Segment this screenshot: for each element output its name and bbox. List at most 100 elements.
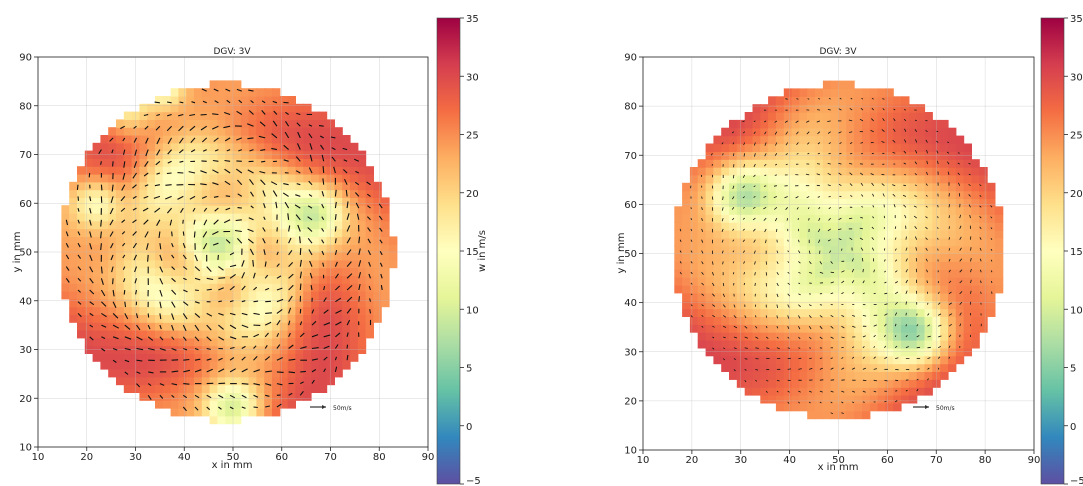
field-cell bbox=[916, 355, 926, 365]
velocity-arrow bbox=[247, 169, 254, 174]
velocity-arrow bbox=[295, 214, 301, 221]
field-cell bbox=[326, 166, 335, 175]
field-cell bbox=[924, 143, 933, 152]
field-cell bbox=[924, 269, 933, 278]
field-cell bbox=[240, 127, 250, 136]
velocity-arrow bbox=[202, 231, 208, 238]
field-cell bbox=[287, 135, 296, 144]
field-cell bbox=[815, 395, 824, 404]
velocity-arrow bbox=[817, 109, 820, 111]
field-cell bbox=[838, 174, 847, 184]
field-cell bbox=[170, 228, 179, 237]
field-cell bbox=[791, 387, 800, 396]
field-cell bbox=[877, 104, 886, 113]
field-cell bbox=[381, 244, 390, 253]
field-cell bbox=[838, 277, 847, 286]
velocity-arrow bbox=[101, 348, 106, 352]
velocity-arrow bbox=[936, 130, 939, 133]
field-cell bbox=[885, 214, 894, 223]
velocity-arrow bbox=[894, 312, 898, 316]
velocity-arrow bbox=[200, 183, 207, 186]
field-cell bbox=[924, 206, 933, 215]
field-cell bbox=[948, 206, 957, 215]
velocity-arrow bbox=[358, 296, 361, 302]
field-cell bbox=[225, 306, 234, 315]
field-cell bbox=[807, 402, 816, 412]
field-cell bbox=[194, 291, 203, 300]
field-cell bbox=[233, 189, 242, 198]
field-cell bbox=[264, 283, 273, 292]
velocity-arrow bbox=[159, 394, 164, 399]
field-cell bbox=[775, 182, 785, 192]
field-cell bbox=[869, 222, 879, 231]
field-cell bbox=[248, 213, 257, 222]
velocity-arrow bbox=[902, 194, 907, 197]
field-cell bbox=[264, 322, 273, 331]
field-cell bbox=[256, 127, 265, 136]
velocity-arrow bbox=[733, 369, 736, 372]
field-cell bbox=[948, 253, 957, 262]
velocity-arrow bbox=[948, 237, 950, 240]
velocity-arrow bbox=[937, 227, 939, 230]
field-cell bbox=[342, 220, 351, 230]
velocity-arrow bbox=[753, 120, 756, 122]
velocity-arrow bbox=[926, 160, 928, 165]
velocity-arrow bbox=[798, 250, 801, 254]
field-cell bbox=[350, 220, 359, 230]
velocity-arrow bbox=[787, 390, 790, 393]
y-tick-label: 80 bbox=[19, 101, 32, 112]
field-cell bbox=[248, 142, 257, 152]
velocity-arrow bbox=[841, 248, 843, 251]
field-cell bbox=[940, 174, 949, 184]
field-cell bbox=[877, 119, 886, 129]
velocity-arrow bbox=[111, 266, 114, 273]
velocity-arrow bbox=[288, 392, 293, 396]
field-cell bbox=[326, 119, 335, 128]
field-cell bbox=[303, 181, 312, 191]
field-cell bbox=[264, 150, 273, 159]
field-cell bbox=[987, 300, 996, 310]
velocity-arrow bbox=[905, 301, 907, 305]
field-cell bbox=[233, 314, 242, 323]
field-cell bbox=[279, 384, 289, 393]
velocity-arrow bbox=[346, 319, 351, 326]
field-cell bbox=[838, 363, 847, 372]
field-cell bbox=[92, 259, 101, 269]
velocity-arrow bbox=[818, 217, 821, 221]
velocity-arrow bbox=[948, 302, 953, 305]
velocity-arrow bbox=[925, 130, 928, 133]
colorbar-tick-label: 30 bbox=[1070, 72, 1083, 83]
velocity-arrow bbox=[841, 336, 845, 339]
field-cell bbox=[248, 392, 257, 401]
field-cell bbox=[116, 353, 125, 362]
velocity-arrow bbox=[808, 250, 811, 254]
field-cell bbox=[248, 337, 257, 347]
field-cell bbox=[240, 283, 250, 292]
field-cell bbox=[92, 244, 101, 253]
field-cell bbox=[84, 275, 94, 284]
field-cell bbox=[311, 298, 320, 308]
field-cell bbox=[752, 292, 761, 302]
velocity-arrow bbox=[264, 356, 271, 361]
velocity-arrow bbox=[905, 258, 908, 262]
field-cell bbox=[760, 379, 769, 388]
field-cell bbox=[295, 275, 304, 284]
velocity-arrow bbox=[89, 266, 94, 273]
field-cell bbox=[901, 182, 910, 192]
velocity-arrow bbox=[379, 251, 383, 256]
field-cell bbox=[77, 213, 86, 222]
velocity-arrow bbox=[308, 249, 313, 256]
field-cell bbox=[217, 322, 226, 331]
field-cell bbox=[768, 237, 777, 247]
field-cell bbox=[924, 253, 933, 262]
field-cell bbox=[256, 189, 265, 198]
field-cell bbox=[342, 298, 351, 308]
velocity-arrow bbox=[344, 178, 348, 185]
velocity-arrow bbox=[914, 129, 918, 132]
field-cell bbox=[194, 236, 203, 245]
field-cell bbox=[303, 111, 312, 120]
velocity-arrow bbox=[871, 107, 874, 111]
field-cell bbox=[381, 220, 390, 230]
velocity-arrow bbox=[284, 201, 290, 209]
field-cell bbox=[775, 104, 785, 113]
